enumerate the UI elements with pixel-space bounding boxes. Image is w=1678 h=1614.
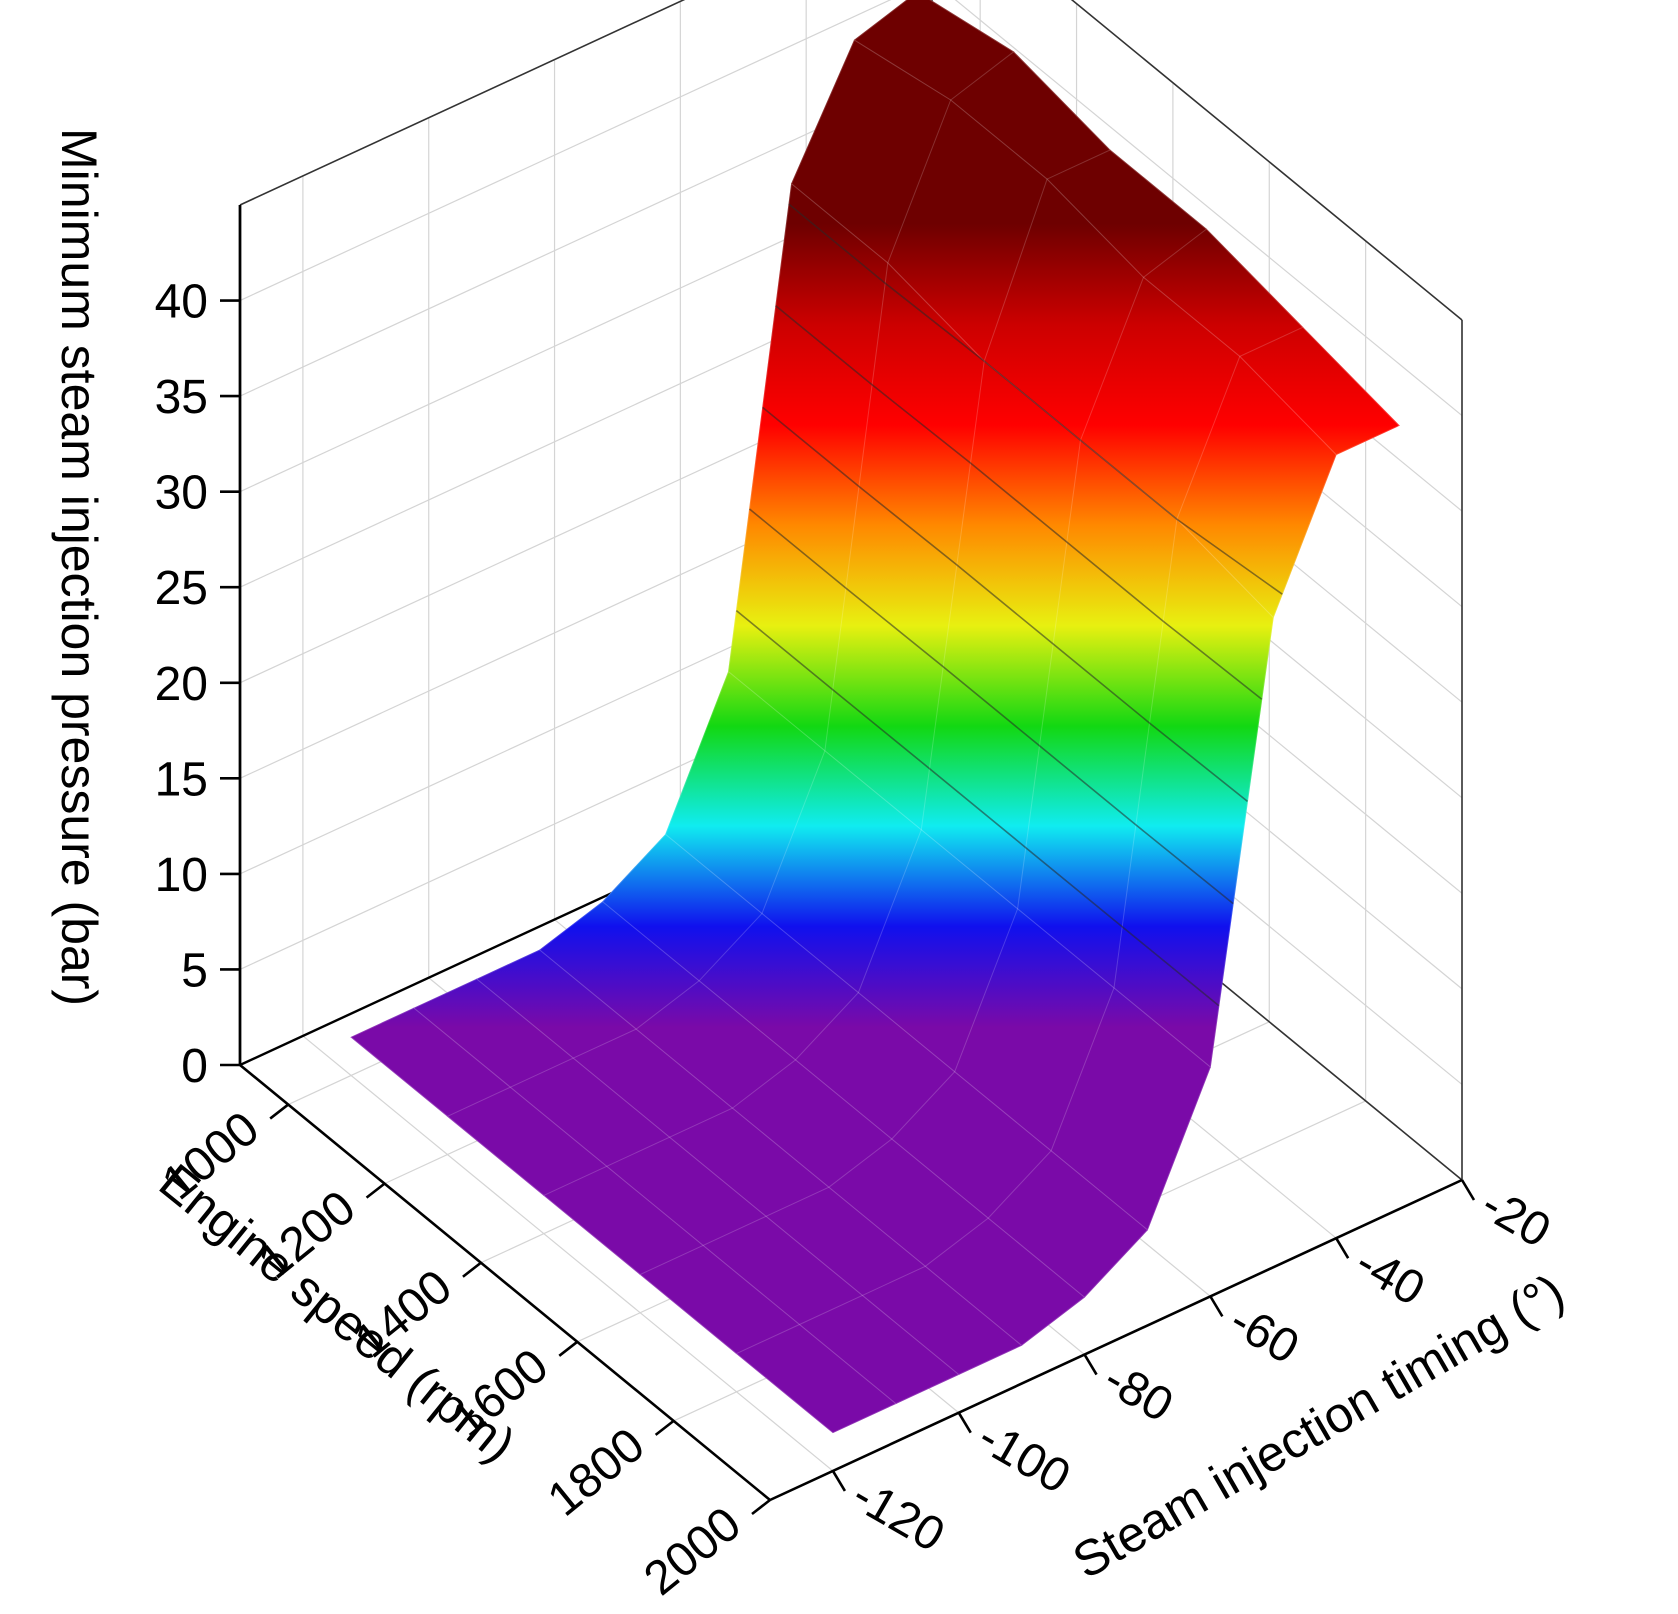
y-tick-label-1: -100 xyxy=(969,1410,1079,1504)
mesh-line-timing-0 xyxy=(350,1036,834,1434)
z-tick-label-1: 5 xyxy=(181,944,208,997)
x-tick-1 xyxy=(365,1182,386,1199)
mesh-line-speed-3 xyxy=(639,228,1207,1275)
grid-line-z-left-8 xyxy=(239,0,892,302)
y-tick-label-2: -80 xyxy=(1095,1352,1182,1433)
x-tick-4 xyxy=(654,1419,675,1436)
contour-line-2 xyxy=(762,406,1248,803)
z-tick-label-0: 0 xyxy=(181,1040,208,1093)
axes-layer xyxy=(220,205,1476,1516)
x-tick-2 xyxy=(462,1261,482,1278)
grid-line-y-floor-0 xyxy=(302,1035,834,1472)
contour-line-1 xyxy=(748,508,1234,905)
grid-line-z-back-8 xyxy=(954,0,1463,417)
box-edge-3 xyxy=(1070,0,1463,321)
mesh-line-timing-9 xyxy=(929,0,1400,426)
z-tick-label-8: 40 xyxy=(155,276,208,329)
mesh-line-speed-5 xyxy=(832,425,1400,1434)
z-tick-label-5: 25 xyxy=(155,562,208,615)
mesh-line-timing-5 xyxy=(665,834,1148,1231)
x-tick-5 xyxy=(751,1498,771,1516)
mesh-line-speed-4 xyxy=(736,326,1303,1355)
surface-layer xyxy=(350,0,1400,1434)
z-axis-title: Minimum steam injection pressure (bar) xyxy=(51,128,107,1006)
mesh-line-speed-0 xyxy=(350,0,908,1038)
z-tick-label-4: 20 xyxy=(155,658,208,711)
z-tick-label-6: 30 xyxy=(155,467,208,520)
z-tick-label-2: 10 xyxy=(155,849,208,902)
x-tick-label-5: 2000 xyxy=(635,1497,751,1605)
mesh-line-speed-2 xyxy=(543,149,1111,1196)
mesh-line-timing-4 xyxy=(602,901,1085,1298)
box-edge-1 xyxy=(239,0,686,206)
y-axis-line xyxy=(769,1178,1463,1502)
x-tick-0 xyxy=(269,1103,289,1120)
y-tick-2 xyxy=(1083,1353,1098,1376)
y-tick-3 xyxy=(1209,1295,1224,1318)
surface-patch-4-0 xyxy=(735,1324,897,1434)
x-tick-3 xyxy=(558,1340,579,1357)
y-tick-0 xyxy=(831,1470,847,1492)
y-tick-label-5: -20 xyxy=(1473,1178,1560,1259)
x-axis-line xyxy=(239,1063,771,1502)
y-tick-4 xyxy=(1335,1237,1350,1259)
contour-line-3 xyxy=(775,305,1263,700)
contour-line-0 xyxy=(735,609,1220,1007)
x-tick-label-4: 1800 xyxy=(538,1418,654,1526)
mesh-line-timing-8 xyxy=(854,39,1337,455)
mesh-line-speed-1 xyxy=(447,51,1014,1117)
mesh-line-timing-1 xyxy=(413,1007,897,1404)
y-tick-1 xyxy=(957,1412,972,1434)
y-tick-5 xyxy=(1460,1179,1476,1201)
contour-line-4 xyxy=(788,203,1283,595)
y-tick-label-3: -60 xyxy=(1221,1294,1308,1375)
y-axis-title: Steam injection timing (°) xyxy=(1064,1263,1574,1590)
y-tick-label-4: -40 xyxy=(1347,1236,1434,1317)
mesh-line-timing-3 xyxy=(539,949,1022,1346)
y-tick-label-0: -120 xyxy=(843,1469,953,1563)
z-tick-label-7: 35 xyxy=(155,371,208,424)
mesh-line-timing-6 xyxy=(728,671,1211,1068)
mesh-line-timing-2 xyxy=(476,978,960,1375)
z-tick-label-3: 15 xyxy=(155,753,208,806)
